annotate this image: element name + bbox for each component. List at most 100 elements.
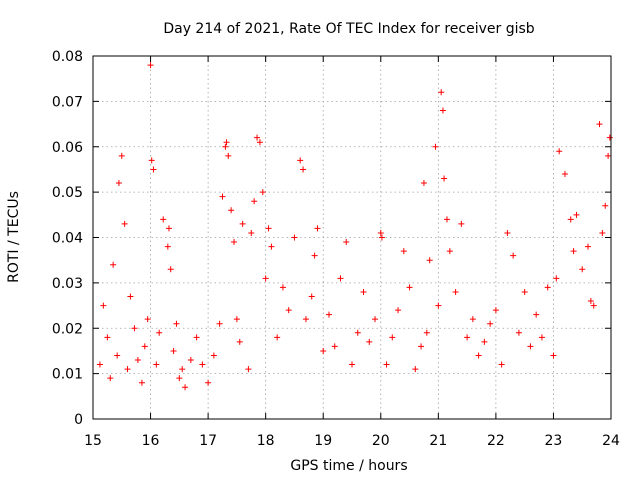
data-point xyxy=(259,189,266,196)
data-point xyxy=(579,266,586,273)
data-point xyxy=(182,384,189,391)
data-point xyxy=(156,329,163,336)
data-point xyxy=(602,202,609,209)
grid xyxy=(93,56,611,419)
data-point xyxy=(153,361,160,368)
data-point xyxy=(400,248,407,255)
data-point xyxy=(377,229,384,236)
data-point xyxy=(150,166,157,173)
data-point xyxy=(498,361,505,368)
data-point xyxy=(274,334,281,341)
data-point xyxy=(193,334,200,341)
data-point xyxy=(236,338,243,345)
data-point xyxy=(343,239,350,246)
data-point xyxy=(570,248,577,255)
data-point xyxy=(426,257,433,264)
data-point xyxy=(372,316,379,323)
y-tick-label: 0 xyxy=(74,412,83,428)
data-point xyxy=(127,293,134,300)
data-point xyxy=(165,225,172,232)
data-point xyxy=(469,316,476,323)
data-point xyxy=(205,379,212,386)
data-point xyxy=(337,275,344,282)
data-point xyxy=(378,234,385,241)
data-point xyxy=(104,334,111,341)
data-point xyxy=(521,288,528,295)
data-point xyxy=(134,357,141,364)
data-point xyxy=(438,89,445,96)
data-point xyxy=(504,229,511,236)
data-point xyxy=(481,338,488,345)
y-tick-label: 0.04 xyxy=(52,231,83,247)
data-point xyxy=(389,334,396,341)
data-point xyxy=(510,252,517,259)
data-point xyxy=(199,361,206,368)
x-tick-label: 24 xyxy=(602,433,620,449)
x-tick-label: 20 xyxy=(372,433,390,449)
data-point xyxy=(297,157,304,164)
data-point xyxy=(225,152,232,159)
x-axis-label: GPS time / hours xyxy=(290,458,407,474)
data-point xyxy=(187,357,194,364)
data-point xyxy=(107,375,114,382)
data-point xyxy=(167,266,174,273)
data-point xyxy=(254,134,261,141)
data-point xyxy=(96,361,103,368)
data-point xyxy=(210,352,217,359)
data-point xyxy=(114,352,121,359)
data-point xyxy=(383,361,390,368)
data-point xyxy=(233,316,240,323)
data-point xyxy=(533,311,540,318)
data-point xyxy=(320,347,327,354)
data-points xyxy=(96,62,613,391)
data-point xyxy=(141,343,148,350)
data-point xyxy=(251,198,258,205)
data-point xyxy=(550,352,557,359)
x-tick-label: 17 xyxy=(199,433,217,449)
data-point xyxy=(262,275,269,282)
x-tick-labels: 15 16 17 18 19 20 21 22 23 24 xyxy=(84,433,620,449)
data-point xyxy=(121,220,128,227)
data-point xyxy=(311,252,318,259)
data-point xyxy=(219,193,226,200)
data-point xyxy=(216,320,223,327)
data-point xyxy=(435,302,442,309)
data-point xyxy=(406,284,413,291)
y-tick-label: 0.08 xyxy=(52,49,83,65)
y-tick-label: 0.01 xyxy=(52,367,83,383)
data-point xyxy=(231,239,238,246)
data-point xyxy=(331,343,338,350)
data-point xyxy=(100,302,107,309)
data-point xyxy=(349,361,355,368)
chart-title: Day 214 of 2021, Rate Of TEC Index for r… xyxy=(163,21,534,37)
data-point xyxy=(360,288,367,295)
data-point xyxy=(265,225,272,232)
data-point xyxy=(179,366,186,373)
data-point xyxy=(452,288,459,295)
x-tick-label: 21 xyxy=(429,433,447,449)
x-tick-label: 18 xyxy=(257,433,275,449)
data-point xyxy=(170,347,177,354)
y-tick-label: 0.03 xyxy=(52,276,83,292)
data-point xyxy=(527,343,534,350)
data-point xyxy=(366,338,373,345)
data-point xyxy=(395,307,402,314)
data-point xyxy=(423,329,430,336)
data-point xyxy=(285,307,292,314)
data-point xyxy=(606,134,613,141)
data-point xyxy=(446,248,453,255)
data-point xyxy=(325,311,332,318)
data-point xyxy=(492,307,499,314)
data-point xyxy=(173,320,180,327)
data-point xyxy=(556,148,563,155)
data-point xyxy=(515,329,522,336)
y-tick-label: 0.05 xyxy=(52,185,83,201)
data-point xyxy=(245,366,252,373)
data-point xyxy=(248,229,255,236)
data-point xyxy=(138,379,145,386)
x-tick-label: 22 xyxy=(487,433,505,449)
data-point xyxy=(464,334,471,341)
data-point xyxy=(418,343,425,350)
data-point xyxy=(584,243,591,250)
data-point xyxy=(475,352,482,359)
